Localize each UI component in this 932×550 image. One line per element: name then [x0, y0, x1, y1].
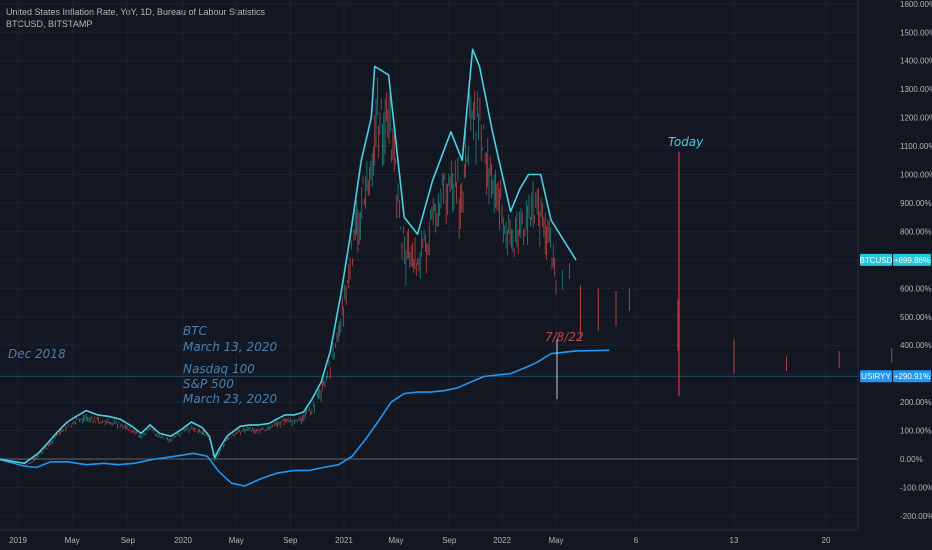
x-tick-label: May — [388, 536, 403, 545]
btcusd-badge-value: +699.86% — [894, 256, 930, 265]
annotation-date-7-8-22: 7/8/22 — [545, 330, 584, 344]
annotation-march-13: March 13, 2020 — [183, 340, 277, 354]
chart-legend: United States Inflation Rate, YoY, 1D, B… — [6, 6, 265, 30]
y-tick-label: 900.00% — [900, 199, 932, 208]
btcusd-badge-value-box — [893, 253, 931, 266]
annotation-dec-2018: Dec 2018 — [8, 347, 66, 361]
y-tick-label: 400.00% — [900, 341, 932, 350]
y-tick-label: 500.00% — [900, 313, 932, 322]
x-tick-label: Sep — [283, 536, 298, 545]
x-tick-label: 13 — [730, 536, 739, 545]
btc-candles — [26, 77, 893, 466]
x-tick-label: May — [65, 536, 80, 545]
annotation-sp500: S&P 500 — [183, 377, 234, 391]
grid — [0, 0, 858, 528]
x-tick-label: 6 — [634, 536, 639, 545]
price-badges: BTCUSD +699.86% USIRYY +290.91% — [860, 253, 931, 383]
x-tick-label: 20 — [822, 536, 831, 545]
y-tick-label: -200.00% — [900, 512, 932, 521]
y-tick-label: 800.00% — [900, 227, 932, 236]
y-tick-label: 200.00% — [900, 398, 932, 407]
x-tick-label: 2020 — [174, 536, 192, 545]
series-lines — [0, 48, 610, 487]
usiryy-line — [0, 349, 610, 487]
x-axis: 2019 May Sep 2020 May Sep 2021 May Sep 2022 May 6 13… — [0, 529, 858, 545]
annotation-march-23: March 23, 2020 — [183, 392, 277, 406]
y-tick-label: 1300.00% — [900, 85, 932, 94]
y-tick-label: 1400.00% — [900, 57, 932, 66]
btcusd-badge-name-box — [860, 253, 892, 266]
x-tick-label: May — [548, 536, 563, 545]
annotation-nasdaq: Nasdaq 100 — [183, 362, 255, 376]
y-axis: 1600.00% 1500.00% 1400.00% 1300.00% 1200.00%… — [857, 0, 932, 530]
y-tick-label: 1500.00% — [900, 28, 932, 37]
annotation-btc: BTC — [183, 324, 208, 338]
x-tick-label: 2021 — [335, 536, 353, 545]
y-tick-label: 100.00% — [900, 427, 932, 436]
btcusd-line — [0, 48, 577, 465]
usiryy-badge-name-box — [860, 370, 892, 383]
y-tick-label: 600.00% — [900, 284, 932, 293]
usiryy-badge-value: +290.91% — [894, 372, 930, 381]
y-tick-label: 1600.00% — [900, 0, 932, 9]
annotation-today: Today — [668, 135, 704, 149]
y-tick-label: 1100.00% — [900, 142, 932, 151]
legend-title: United States Inflation Rate, YoY, 1D, B… — [6, 7, 265, 17]
x-tick-label: Sep — [121, 536, 136, 545]
y-tick-label: 0.00% — [900, 455, 923, 464]
x-tick-label: Sep — [442, 536, 457, 545]
legend-symbol: BTCUSD, BITSTAMP — [6, 19, 93, 29]
y-tick-label: 1000.00% — [900, 171, 932, 180]
x-tick-label: May — [229, 536, 244, 545]
y-tick-label: 1200.00% — [900, 114, 932, 123]
x-tick-label: 2019 — [9, 536, 27, 545]
usiryy-badge-value-box — [893, 370, 931, 383]
btcusd-badge-name: BTCUSD — [860, 256, 893, 265]
x-tick-label: 2022 — [493, 536, 511, 545]
y-tick-label: -100.00% — [900, 483, 932, 492]
usiryy-badge-name: USIRYY — [861, 372, 891, 381]
